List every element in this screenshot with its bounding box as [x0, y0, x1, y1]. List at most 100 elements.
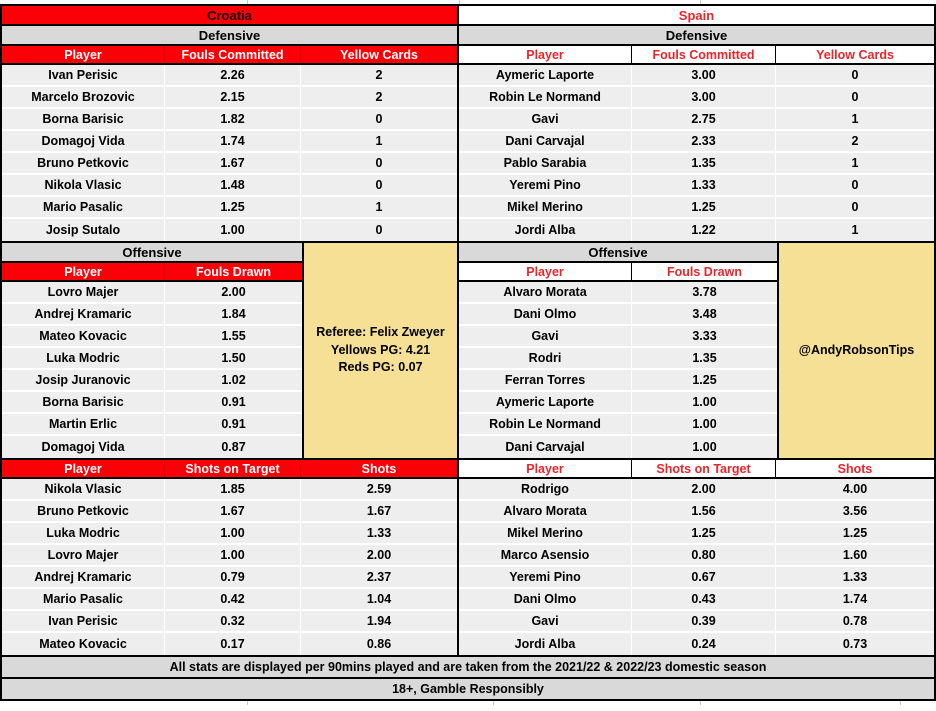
table-cell: 2 — [300, 87, 457, 107]
column-header-shots: Shots — [775, 460, 934, 477]
gridline — [700, 701, 701, 705]
team-panels: Croatia Defensive Player Fouls Committed… — [2, 6, 934, 655]
table-cell: 2 — [300, 65, 457, 85]
table-row: Mario Pasalic 1.25 1 — [2, 197, 457, 219]
table-cell: 1.56 — [631, 501, 775, 521]
column-header-player: Player — [526, 264, 564, 279]
table-cell: Dani Olmo — [513, 592, 577, 606]
table-cell: 0.32 — [164, 611, 300, 631]
spain-offensive-zone: Offensive Player Fouls Drawn Alvaro Mora… — [459, 243, 934, 458]
spain-defensive-header-row: Player Fouls Committed Yellow Cards — [459, 46, 934, 65]
table-row: Gavi 0.39 0.78 — [459, 611, 934, 633]
table-cell: Borna Barisic — [42, 112, 124, 126]
tipster-handle-box: @AndyRobsonTips — [779, 243, 934, 458]
table-cell: 0 — [300, 175, 457, 195]
table-cell: Dani Carvajal — [505, 440, 585, 454]
croatia-offensive-zone: Offensive Player Fouls Drawn Lovro Majer… — [2, 243, 457, 458]
table-cell: 0.87 — [164, 436, 302, 458]
gridline — [900, 701, 901, 705]
table-cell: Jordi Alba — [514, 637, 576, 651]
table-cell: Lovro Majer — [47, 548, 119, 562]
table-row: Gavi 3.33 — [459, 326, 777, 348]
table-cell: 1 — [775, 109, 934, 129]
spain-offensive-header-row: Player Fouls Drawn — [459, 263, 777, 282]
table-row: Josip Juranovic 1.02 — [2, 370, 302, 392]
table-row: Aymeric Laporte 3.00 0 — [459, 65, 934, 87]
table-cell: Dani Olmo — [513, 307, 577, 321]
table-cell: 1.55 — [164, 326, 302, 346]
table-cell: 3.48 — [631, 304, 777, 324]
column-header-yellow-cards: Yellow Cards — [775, 46, 934, 63]
table-cell: Yeremi Pino — [509, 570, 581, 584]
table-row: Ivan Perisic 0.32 1.94 — [2, 611, 457, 633]
column-header-yellow-cards: Yellow Cards — [300, 46, 457, 63]
table-cell: 3.00 — [631, 87, 775, 107]
table-cell: 1.94 — [300, 611, 457, 631]
column-header-shots: Shots — [300, 460, 457, 477]
table-cell: 1.67 — [164, 501, 300, 521]
croatia-shooting-header-row: Player Shots on Target Shots — [2, 460, 457, 479]
table-cell: 2.75 — [631, 109, 775, 129]
table-row: Martin Erlic 0.91 — [2, 414, 302, 436]
table-cell: Pablo Sarabia — [503, 156, 587, 170]
table-cell: Alvaro Morata — [503, 504, 587, 518]
column-header-player: Player — [526, 47, 564, 62]
table-cell: 3.33 — [631, 326, 777, 346]
table-row: Nikola Vlasic 1.85 2.59 — [2, 479, 457, 501]
column-header-fouls-drawn: Fouls Drawn — [164, 263, 302, 280]
table-row: Marcelo Brozovic 2.15 2 — [2, 87, 457, 109]
croatia-defensive-section-bar: Defensive — [2, 26, 457, 44]
table-cell: 1.00 — [164, 219, 300, 241]
table-cell: 1.33 — [300, 523, 457, 543]
spain-offensive-rows: Alvaro Morata 3.78 Dani Olmo 3.48 Gavi 3.33 Ro… — [459, 282, 777, 458]
table-cell: Nikola Vlasic — [44, 178, 122, 192]
spain-offensive-table: Player Fouls Drawn Alvaro Morata 3.78 Dani… — [459, 263, 777, 458]
column-header-player: Player — [64, 461, 102, 476]
table-row: Robin Le Normand 1.00 — [459, 414, 777, 436]
table-row: Yeremi Pino 1.33 0 — [459, 175, 934, 197]
croatia-shooting-table: Player Shots on Target Shots Nikola Vlas… — [2, 460, 457, 655]
table-cell: 2.00 — [300, 545, 457, 565]
table-row: Yeremi Pino 0.67 1.33 — [459, 567, 934, 589]
table-row: Robin Le Normand 3.00 0 — [459, 87, 934, 109]
table-cell: 1.33 — [631, 175, 775, 195]
table-cell: Jordi Alba — [514, 223, 576, 237]
table-cell: 1.22 — [631, 219, 775, 241]
table-row: Dani Olmo 0.43 1.74 — [459, 589, 934, 611]
table-cell: 1.25 — [164, 197, 300, 217]
table-cell: Domagoj Vida — [41, 440, 125, 454]
referee-name: Referee: Felix Zweyer — [316, 325, 445, 340]
spain-offensive-section-bar: Offensive — [459, 243, 777, 261]
table-cell: 1.25 — [775, 523, 934, 543]
table-row: Alvaro Morata 1.56 3.56 — [459, 501, 934, 523]
table-cell: 1.25 — [631, 523, 775, 543]
table-cell: 1.00 — [164, 523, 300, 543]
table-cell: 0.67 — [631, 567, 775, 587]
table-cell: Gavi — [531, 112, 559, 126]
table-cell: Aymeric Laporte — [495, 68, 595, 82]
gamble-responsibly-bar: 18+, Gamble Responsibly — [2, 679, 934, 699]
table-cell: Marcelo Brozovic — [31, 90, 135, 104]
table-cell: Mateo Kovacic — [39, 637, 127, 651]
spain-panel: Spain Defensive Player Fouls Committed Y… — [459, 6, 934, 655]
column-header-player: Player — [64, 264, 102, 279]
table-cell: Marco Asensio — [500, 548, 590, 562]
table-cell: Robin Le Normand — [489, 417, 601, 431]
table-row: Marco Asensio 0.80 1.60 — [459, 545, 934, 567]
table-row: Pablo Sarabia 1.35 1 — [459, 153, 934, 175]
table-row: Domagoj Vida 1.74 1 — [2, 131, 457, 153]
table-row: Mateo Kovacic 1.55 — [2, 326, 302, 348]
table-row: Lovro Majer 2.00 — [2, 282, 302, 304]
spain-title: Spain — [459, 6, 934, 24]
table-cell: 1 — [775, 153, 934, 173]
table-row: Mario Pasalic 0.42 1.04 — [2, 589, 457, 611]
table-row: Dani Carvajal 1.00 — [459, 436, 777, 458]
croatia-offensive-rows: Lovro Majer 2.00 Andrej Kramaric 1.84 Mateo … — [2, 282, 302, 458]
table-cell: 3.56 — [775, 501, 934, 521]
table-row: Bruno Petkovic 1.67 1.67 — [2, 501, 457, 523]
table-cell: 2.59 — [300, 479, 457, 499]
table-cell: Dani Carvajal — [505, 134, 585, 148]
table-cell: 0.73 — [775, 633, 934, 655]
table-row: Borna Barisic 0.91 — [2, 392, 302, 414]
